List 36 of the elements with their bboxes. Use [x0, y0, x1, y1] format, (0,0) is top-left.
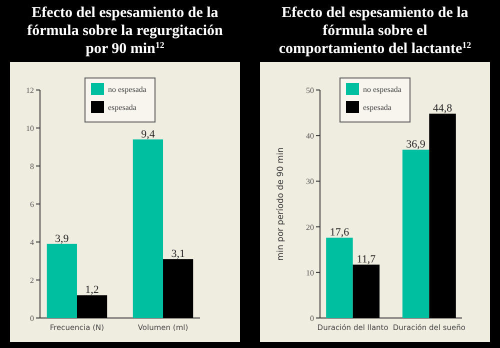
legend-label: no espesada	[108, 85, 147, 94]
data-label: 44,8	[432, 102, 453, 115]
bar	[352, 264, 380, 318]
y-tick-label: 0	[310, 314, 314, 323]
y-tick-label: 4	[30, 238, 34, 247]
chart-title: Efecto del espesamiento de la fórmula sobre el comportamiento del lactante$^{12}$	[278, 5, 472, 57]
data-label: 9,4	[141, 128, 156, 140]
y-axis-title: min por período de 90 min	[276, 147, 286, 261]
y-tick-label: 2	[30, 276, 34, 285]
bar	[76, 295, 108, 318]
data-label: 17,6	[330, 226, 350, 239]
data-label: 36,9	[406, 138, 426, 151]
y-tick-label: 40	[306, 132, 314, 141]
data-label: 3,1	[171, 248, 185, 260]
legend-label: espesada	[363, 103, 392, 112]
data-label: 1,2	[85, 284, 99, 296]
legend-label: no espesada	[363, 85, 402, 94]
y-tick-label: 10	[306, 268, 314, 278]
bar	[163, 259, 194, 318]
y-tick-label: 50	[306, 86, 314, 95]
y-tick-label: 20	[306, 222, 314, 232]
data-label: 3,9	[55, 232, 70, 245]
bar	[132, 139, 164, 318]
legend-label: espesada	[108, 103, 137, 112]
data-label: 11,7	[356, 254, 376, 266]
bar	[402, 150, 430, 318]
bar	[326, 238, 353, 318]
bar	[46, 244, 77, 318]
y-tick-label: 0	[30, 314, 34, 323]
y-tick-label: 30	[306, 177, 314, 186]
chart-title: Efecto del espesamiento de la fórmula sobre la regurgitación por 90 min$^{12}$	[27, 5, 224, 57]
y-tick-label: 6	[30, 200, 34, 209]
y-tick-label: 12	[26, 86, 34, 95]
y-tick-label: 8	[30, 162, 34, 171]
y-tick-label: 10	[26, 124, 34, 133]
bar	[429, 114, 456, 318]
